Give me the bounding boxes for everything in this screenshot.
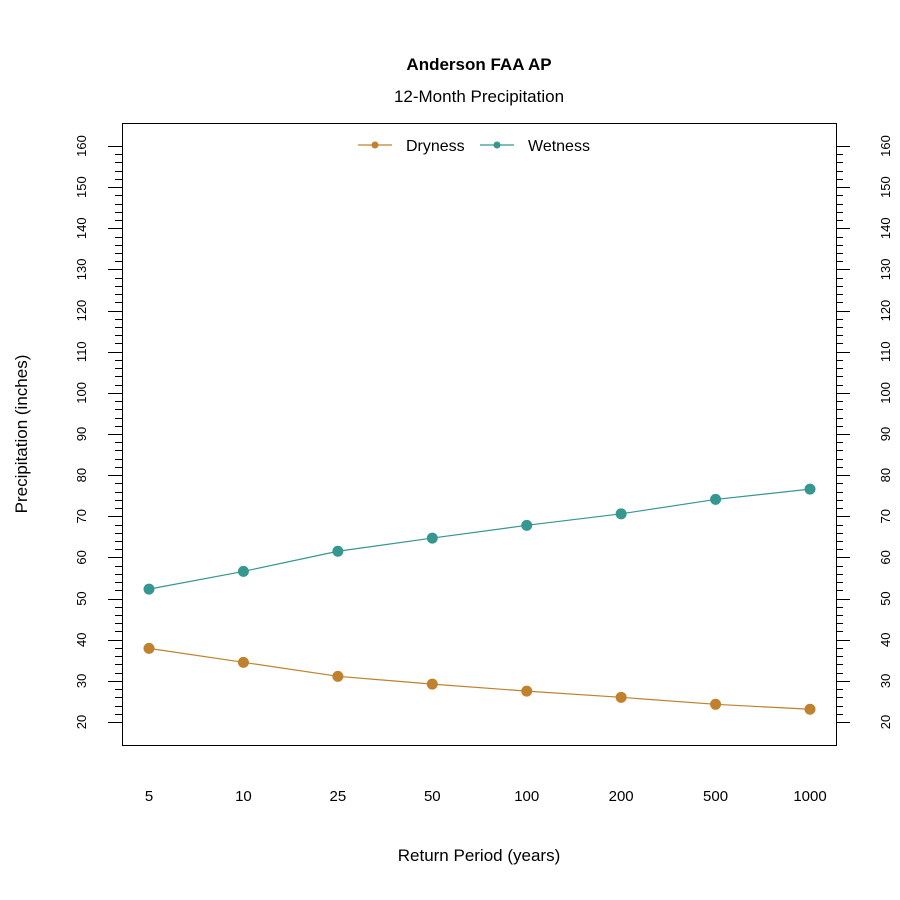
y-tick-label-left: 140 bbox=[74, 217, 89, 239]
dryness-point bbox=[332, 670, 344, 682]
dryness-legend-marker bbox=[371, 141, 379, 149]
y-tick-label-left: 50 bbox=[74, 591, 89, 605]
y-tick-label-left: 30 bbox=[74, 674, 89, 688]
chart-subtitle: 12-Month Precipitation bbox=[394, 87, 564, 106]
y-tick-label-left: 80 bbox=[74, 468, 89, 482]
dryness-point bbox=[710, 698, 722, 710]
y-tick-label-right: 50 bbox=[878, 591, 893, 605]
y-tick-label-right: 130 bbox=[878, 259, 893, 281]
wetness-point bbox=[710, 493, 722, 505]
y-axis-label: Precipitation (inches) bbox=[12, 355, 31, 514]
plot-area bbox=[122, 123, 837, 746]
x-tick-label: 10 bbox=[235, 788, 252, 805]
legend: Dryness Wetness bbox=[358, 138, 590, 155]
y-tick-label-left: 150 bbox=[74, 176, 89, 198]
chart-title: Anderson FAA AP bbox=[406, 55, 551, 74]
x-tick-label: 25 bbox=[330, 788, 347, 805]
dryness-point bbox=[521, 685, 533, 697]
dryness-legend-label: Dryness bbox=[406, 138, 465, 155]
y-tick-label-left: 100 bbox=[74, 382, 89, 404]
y-tick-label-right: 100 bbox=[878, 382, 893, 404]
y-tick-label-right: 90 bbox=[878, 427, 893, 441]
wetness-point bbox=[615, 508, 627, 520]
y-tick-label-left: 130 bbox=[74, 259, 89, 281]
y-tick-label-left: 120 bbox=[74, 300, 89, 322]
y-tick-label-right: 140 bbox=[878, 217, 893, 239]
x-tick-label: 200 bbox=[609, 788, 634, 805]
wetness-point bbox=[237, 565, 249, 577]
y-tick-label-right: 80 bbox=[878, 468, 893, 482]
dryness-line bbox=[148, 647, 811, 710]
wetness-point bbox=[143, 583, 155, 595]
x-tick-label: 100 bbox=[514, 788, 539, 805]
y-tick-label-right: 40 bbox=[878, 632, 893, 646]
y-tick-label-left: 70 bbox=[74, 509, 89, 523]
wetness-point bbox=[332, 545, 344, 557]
y-tick-label-right: 60 bbox=[878, 550, 893, 564]
wetness-legend-marker bbox=[493, 141, 501, 149]
x-axis-label: Return Period (years) bbox=[398, 846, 561, 865]
y-tick-label-left: 110 bbox=[74, 341, 89, 362]
dryness-point bbox=[237, 656, 249, 668]
dryness-point bbox=[426, 678, 438, 690]
wetness-point bbox=[426, 532, 438, 544]
x-tick-label: 5 bbox=[145, 788, 153, 805]
x-tick-label: 500 bbox=[703, 788, 728, 805]
y-tick-label-left: 160 bbox=[74, 135, 89, 157]
y-tick-label-left: 20 bbox=[74, 715, 89, 729]
wetness-line bbox=[148, 488, 811, 590]
y-tick-label-right: 150 bbox=[878, 176, 893, 198]
y-tick-label-right: 30 bbox=[878, 674, 893, 688]
y-tick-label-left: 60 bbox=[74, 550, 89, 564]
x-tick-label: 1000 bbox=[793, 788, 826, 805]
dryness-point bbox=[143, 642, 155, 654]
y-tick-label-right: 110 bbox=[878, 341, 893, 362]
y-tick-label-right: 20 bbox=[878, 715, 893, 729]
y-tick-label-right: 70 bbox=[878, 509, 893, 523]
dryness-point bbox=[804, 703, 816, 715]
y-tick-label-right: 120 bbox=[878, 300, 893, 322]
dryness-point bbox=[615, 691, 627, 703]
y-tick-label-right: 160 bbox=[878, 135, 893, 157]
y-tick-label-left: 90 bbox=[74, 427, 89, 441]
wetness-point bbox=[804, 483, 816, 495]
wetness-legend-label: Wetness bbox=[528, 138, 590, 155]
x-tick-label: 50 bbox=[424, 788, 441, 805]
wetness-point bbox=[521, 519, 533, 531]
y-tick-label-left: 40 bbox=[74, 632, 89, 646]
